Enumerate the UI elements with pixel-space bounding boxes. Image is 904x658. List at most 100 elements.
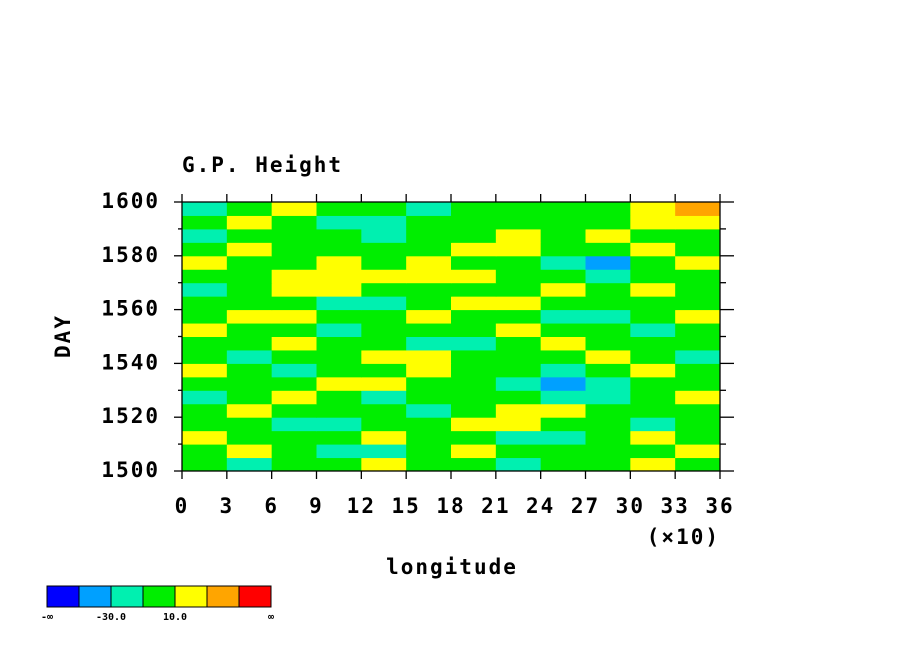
cell: [630, 363, 676, 378]
cell: [226, 269, 273, 284]
cell: [406, 202, 452, 216]
cell: [585, 228, 631, 243]
cell: [406, 228, 452, 243]
x-tick-label: 15: [392, 494, 421, 518]
cell: [182, 376, 228, 391]
x-tick-label: 24: [526, 494, 555, 518]
cell: [630, 444, 676, 459]
cell: [675, 255, 721, 270]
x-axis-label: longitude: [386, 555, 518, 579]
cell: [316, 376, 362, 391]
cell: [675, 228, 721, 243]
cell: [406, 296, 452, 311]
cell: [271, 202, 317, 216]
colorbar-swatch: [110, 585, 144, 608]
cell: [226, 390, 273, 405]
cell: [630, 376, 676, 391]
cell: [182, 228, 228, 243]
cell: [406, 403, 452, 418]
cell: [585, 255, 631, 270]
cell: [226, 228, 273, 243]
cell: [361, 444, 407, 459]
cell: [182, 202, 228, 216]
y-tick-label: 1580: [101, 243, 160, 267]
cell: [361, 282, 407, 297]
cell: [316, 215, 362, 230]
cell: [630, 390, 676, 405]
colorbar-swatch: [142, 585, 176, 608]
cell: [495, 403, 542, 418]
cell: [182, 390, 228, 405]
cell: [271, 403, 317, 418]
colorbar-swatch: [174, 585, 208, 608]
cell: [226, 417, 273, 432]
cell: [630, 215, 676, 230]
cell: [182, 296, 228, 311]
cell: [361, 242, 407, 257]
cell: [361, 296, 407, 311]
cell: [675, 430, 721, 445]
cell: [540, 323, 586, 337]
cell: [226, 336, 273, 351]
cell: [540, 390, 586, 405]
cell: [182, 430, 228, 445]
cell: [675, 349, 721, 364]
cell: [271, 242, 317, 257]
cell: [316, 336, 362, 351]
cell: [182, 417, 228, 432]
cell: [316, 390, 362, 405]
cell: [585, 336, 631, 351]
cell: [316, 282, 362, 297]
cell: [406, 363, 452, 378]
cell: [585, 323, 631, 337]
cell: [495, 242, 542, 257]
cell: [585, 457, 631, 472]
cell: [495, 444, 542, 459]
cell: [630, 255, 676, 270]
cell: [226, 255, 273, 270]
cell: [675, 215, 721, 230]
cell: [182, 309, 228, 324]
cell: [361, 336, 407, 351]
cell: [451, 202, 497, 216]
cell: [226, 242, 273, 257]
cell: [495, 417, 542, 432]
cell: [495, 228, 542, 243]
cell: [630, 242, 676, 257]
cell: [585, 390, 631, 405]
cell: [316, 269, 362, 284]
cell: [585, 376, 631, 391]
cell: [495, 363, 542, 378]
cell: [451, 255, 497, 270]
cell: [406, 336, 452, 351]
cell: [675, 323, 721, 337]
cell: [361, 215, 407, 230]
cell: [451, 349, 497, 364]
cell: [495, 430, 542, 445]
cell: [585, 363, 631, 378]
cell: [585, 430, 631, 445]
cell: [630, 202, 676, 216]
cell: [675, 390, 721, 405]
cell: [271, 255, 317, 270]
x-tick-label: 30: [616, 494, 645, 518]
cell: [540, 444, 586, 459]
x-tick-label: 18: [436, 494, 465, 518]
cell: [675, 417, 721, 432]
cell: [182, 215, 228, 230]
cell: [406, 323, 452, 337]
y-tick-label: 1560: [101, 297, 160, 321]
cell: [316, 457, 362, 472]
cell: [361, 363, 407, 378]
cell: [271, 228, 317, 243]
cell: [540, 417, 586, 432]
cell: [271, 309, 317, 324]
cell: [540, 269, 586, 284]
colorbar-label: -30.0: [96, 612, 126, 623]
cell: [271, 390, 317, 405]
cell: [451, 403, 497, 418]
y-tick-label: 1520: [101, 404, 160, 428]
cell: [585, 242, 631, 257]
cell: [271, 457, 317, 472]
